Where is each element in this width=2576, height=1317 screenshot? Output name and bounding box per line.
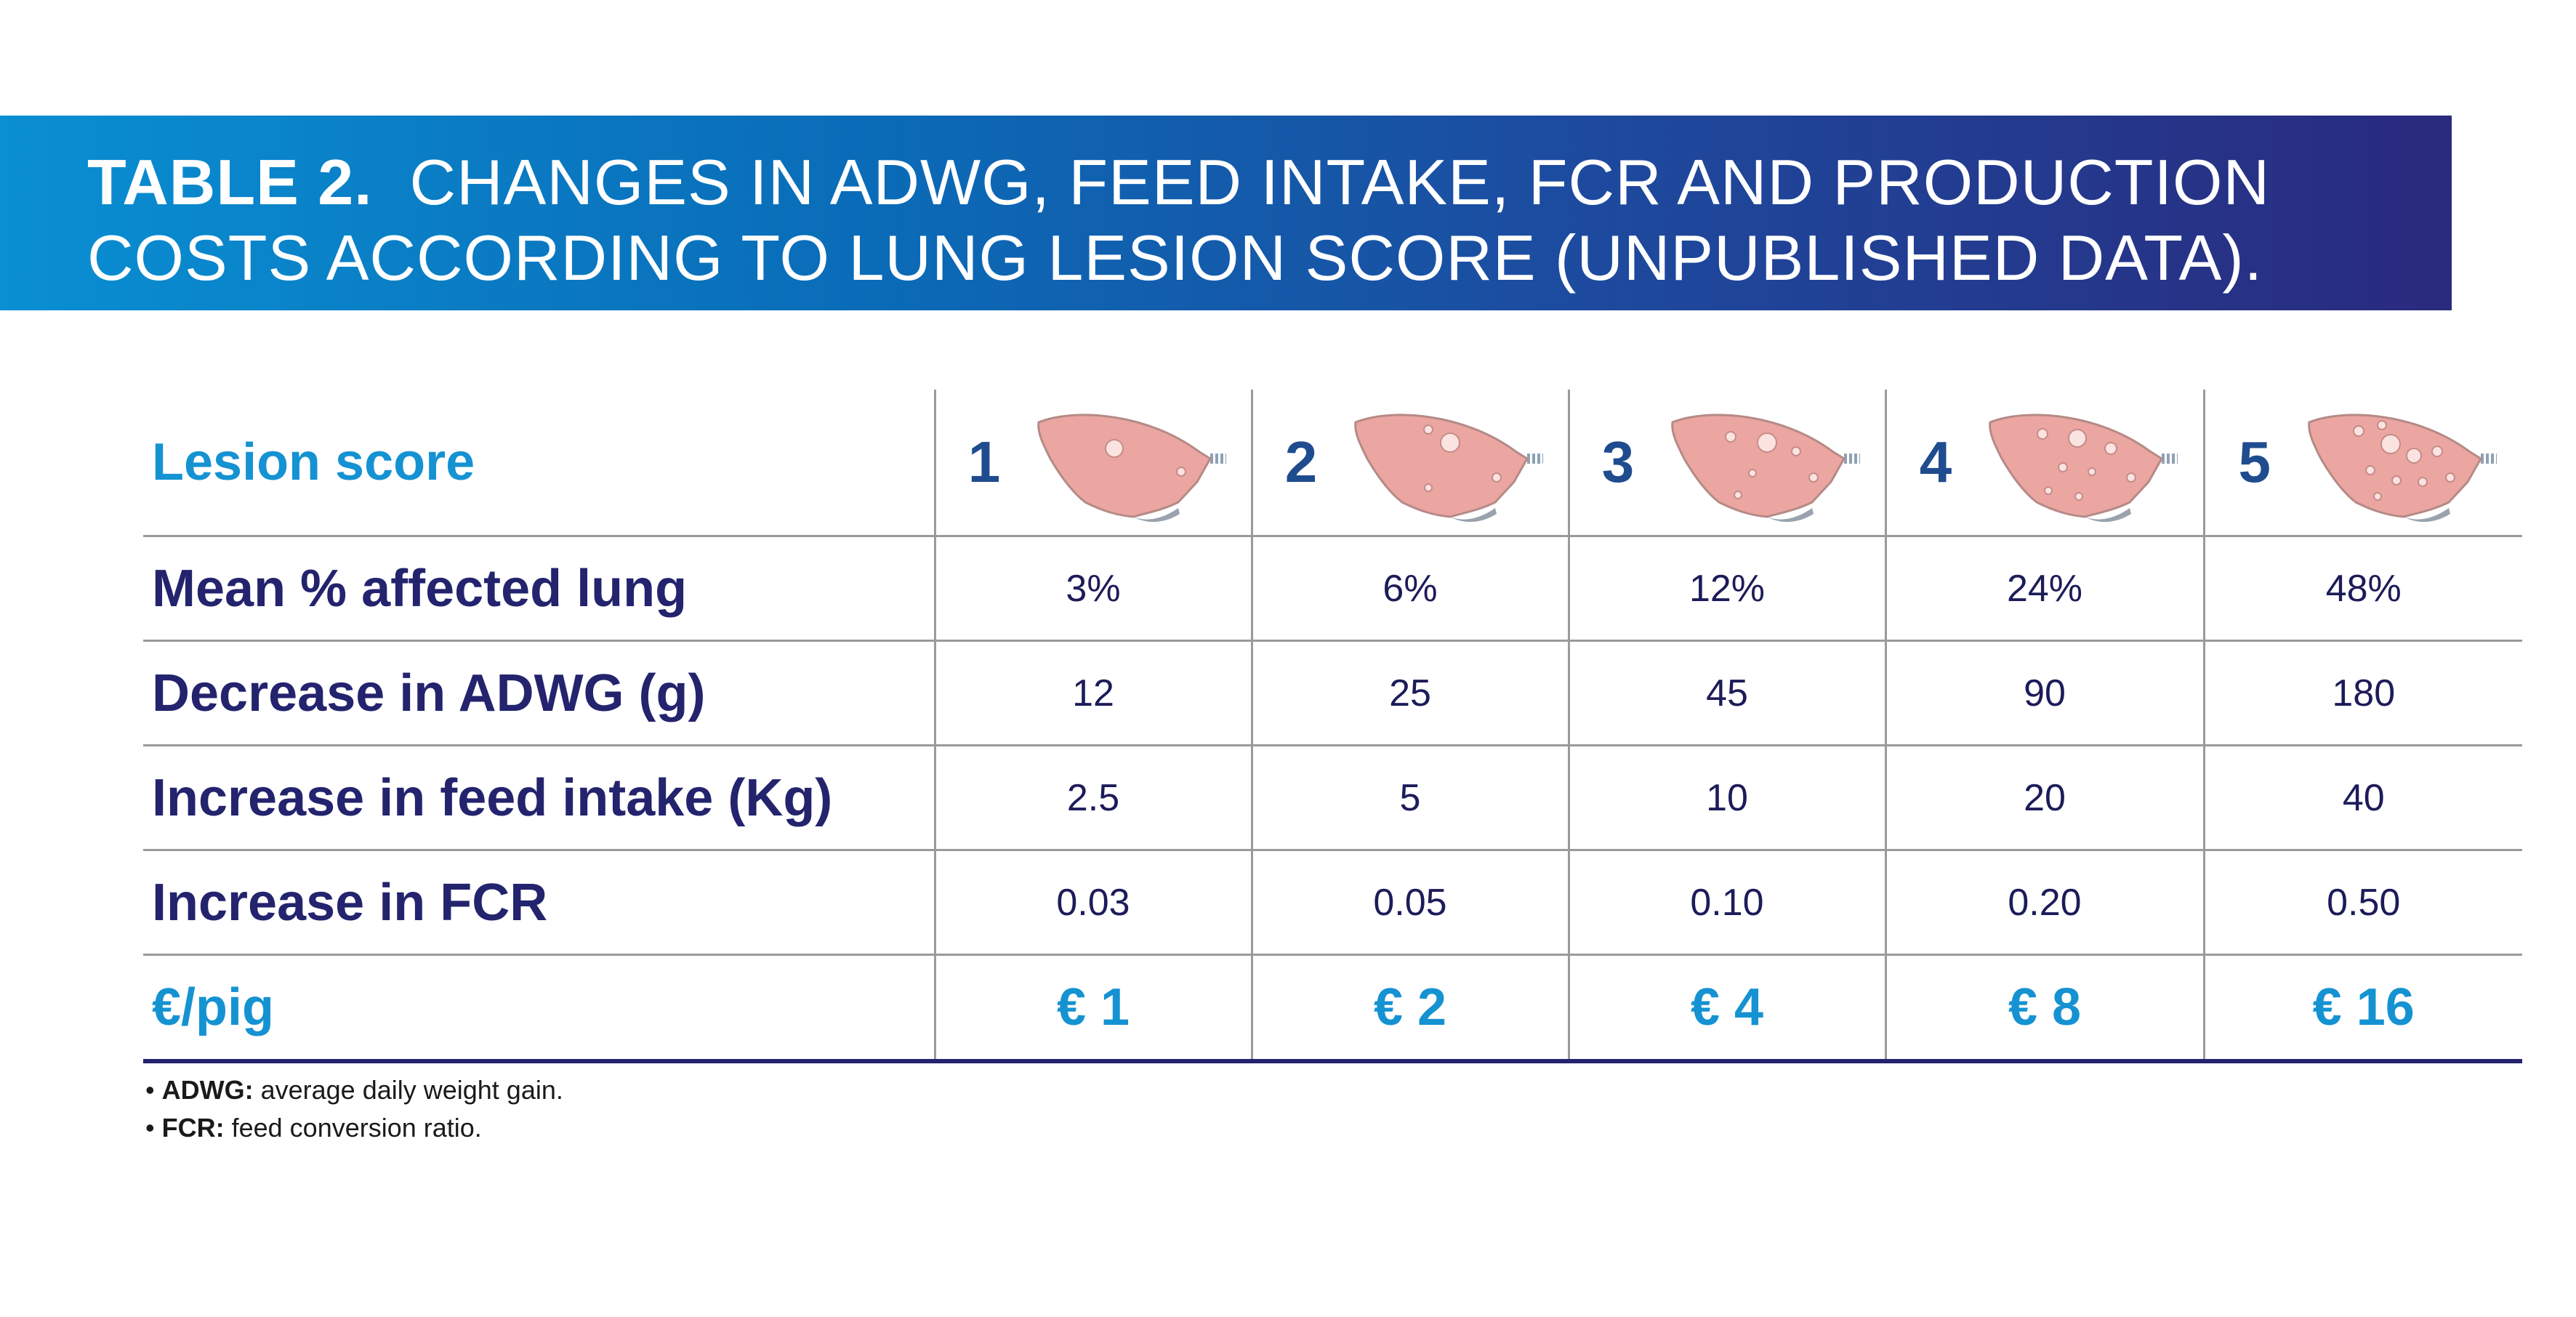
table-cell: 0.03 bbox=[933, 850, 1252, 956]
table-cell: 45 bbox=[1567, 640, 1885, 746]
footnote-term: ADWG: bbox=[161, 1075, 254, 1105]
table-cell: 12 bbox=[933, 640, 1252, 746]
table-cell: 2.5 bbox=[933, 745, 1252, 851]
price-cell: € 8 bbox=[1884, 954, 2204, 1063]
score-number: 5 bbox=[2238, 430, 2271, 494]
lesion-score-table: Lesion score 1 2 3 bbox=[143, 390, 2522, 1063]
footnote: • ADWG: average daily weight gain. bbox=[145, 1075, 563, 1105]
header-label: Lesion score bbox=[143, 390, 935, 537]
row-label: Increase in FCR bbox=[143, 850, 935, 956]
lung-lesion-icon bbox=[1671, 414, 1860, 523]
row-label: Increase in feed intake (Kg) bbox=[143, 745, 935, 851]
table-title-text: CHANGES IN ADWG, FEED INTAKE, FCR AND PR… bbox=[87, 146, 2271, 294]
score-cell: 1 bbox=[933, 390, 1252, 537]
table-cell: 25 bbox=[1250, 640, 1569, 746]
price-cell: € 2 bbox=[1250, 954, 1569, 1063]
price-value: € 8 bbox=[2008, 978, 2082, 1036]
table-title-lead: TABLE 2. bbox=[87, 146, 373, 218]
title-banner: TABLE 2. CHANGES IN ADWG, FEED INTAKE, F… bbox=[0, 116, 2452, 310]
table-row: Decrease in ADWG (g) 12 25 45 90 180 bbox=[143, 640, 2522, 746]
score-number: 4 bbox=[1919, 430, 1952, 494]
header-row: Lesion score 1 2 3 bbox=[143, 390, 2522, 537]
table-cell: 0.50 bbox=[2202, 850, 2522, 956]
table-cell: 0.05 bbox=[1250, 850, 1569, 956]
price-cell: € 16 bbox=[2202, 954, 2522, 1063]
score-cell: 4 bbox=[1884, 390, 2204, 537]
price-cell: € 1 bbox=[933, 954, 1252, 1063]
table-cell: 3% bbox=[933, 536, 1252, 642]
price-value: € 2 bbox=[1373, 978, 1447, 1036]
row-label: Decrease in ADWG (g) bbox=[143, 640, 935, 746]
table-cell: 90 bbox=[1884, 640, 2204, 746]
footnotes: • ADWG: average daily weight gain. • FCR… bbox=[145, 1071, 563, 1147]
table-cell: 24% bbox=[1884, 536, 2204, 642]
table-row: Increase in FCR 0.03 0.05 0.10 0.20 0.50 bbox=[143, 850, 2522, 956]
footnote: • FCR: feed conversion ratio. bbox=[145, 1113, 482, 1143]
score-number: 2 bbox=[1284, 430, 1318, 494]
table-cell: 5 bbox=[1250, 745, 1569, 851]
price-value: € 1 bbox=[1056, 978, 1130, 1036]
footnote-text: average daily weight gain. bbox=[260, 1075, 563, 1105]
price-label: €/pig bbox=[143, 954, 935, 1063]
table-row: Mean % affected lung 3% 6% 12% 24% 48% bbox=[143, 536, 2522, 642]
table-cell: 12% bbox=[1567, 536, 1885, 642]
table-cell: 20 bbox=[1884, 745, 2204, 851]
score-number: 3 bbox=[1601, 430, 1635, 494]
lung-lesion-icon bbox=[1037, 414, 1226, 523]
lung-lesion-icon bbox=[2307, 414, 2497, 523]
score-cell: 2 bbox=[1250, 390, 1569, 537]
row-label: Mean % affected lung bbox=[143, 536, 935, 642]
table-title: TABLE 2. CHANGES IN ADWG, FEED INTAKE, F… bbox=[87, 145, 2413, 296]
price-value: € 4 bbox=[1690, 978, 1764, 1036]
table-cell: 10 bbox=[1567, 745, 1885, 851]
table-row: Increase in feed intake (Kg) 2.5 5 10 20… bbox=[143, 745, 2522, 851]
lung-lesion-icon bbox=[1354, 414, 1543, 523]
table-cell: 180 bbox=[2202, 640, 2522, 746]
table-cell: 6% bbox=[1250, 536, 1569, 642]
price-value: € 16 bbox=[2312, 978, 2415, 1036]
score-number: 1 bbox=[967, 430, 1001, 494]
table-cell: 0.10 bbox=[1567, 850, 1885, 956]
footnote-term: FCR: bbox=[161, 1113, 225, 1143]
score-cell: 5 bbox=[2202, 390, 2522, 537]
table-cell: 40 bbox=[2202, 745, 2522, 851]
score-cell: 3 bbox=[1567, 390, 1885, 537]
price-row: €/pig € 1 € 2 € 4 € 8 € 16 bbox=[143, 954, 2522, 1063]
lung-lesion-icon bbox=[1989, 414, 2178, 523]
table-cell: 0.20 bbox=[1884, 850, 2204, 956]
table-cell: 48% bbox=[2202, 536, 2522, 642]
footnote-text: feed conversion ratio. bbox=[231, 1113, 482, 1143]
price-cell: € 4 bbox=[1567, 954, 1885, 1063]
